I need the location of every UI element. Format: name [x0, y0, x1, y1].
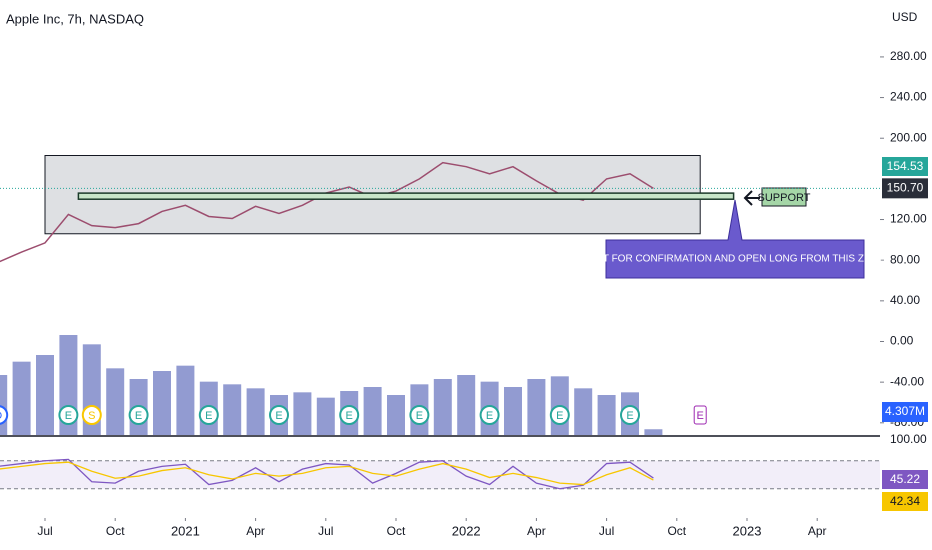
volume-bar — [0, 375, 8, 435]
x-tick-label: Oct — [106, 524, 125, 538]
volume-bar — [644, 429, 663, 435]
support-label: SUPPORT — [758, 192, 811, 204]
x-tick-label: Apr — [246, 524, 265, 538]
arrow — [743, 190, 760, 206]
y-tick-label: -40.00 — [890, 374, 924, 388]
support-label-box — [761, 187, 807, 207]
event-label: E — [556, 410, 563, 422]
volume-bar — [153, 371, 171, 435]
event-marker — [479, 405, 500, 425]
volume-bar — [223, 384, 242, 435]
x-tick-label: 2022 — [452, 523, 481, 538]
event-label: S — [88, 410, 95, 422]
volume-bar — [387, 395, 405, 435]
y-tick-label: 280.00 — [890, 49, 927, 63]
y-tick-label: 120.00 — [890, 212, 927, 226]
event-marker — [339, 405, 360, 425]
event-label: E — [416, 410, 423, 422]
event-marker — [549, 405, 570, 425]
volume-bar — [176, 365, 195, 435]
rsi-ma-tag-label: 42.34 — [890, 494, 920, 508]
event-label: E — [275, 410, 282, 422]
event-marker — [81, 405, 102, 425]
last-close-box — [882, 178, 928, 199]
event-marker — [409, 405, 430, 425]
y-tick-label: 240.00 — [890, 90, 927, 104]
chart-title: Apple Inc, 7h, NASDAQ — [6, 11, 144, 26]
volume-bar — [574, 388, 593, 435]
event-marker — [0, 405, 9, 425]
volume-bar — [106, 368, 125, 435]
event-marker — [198, 405, 219, 425]
y-tick-label: 0.00 — [890, 334, 914, 348]
volume-bar — [433, 379, 452, 435]
rsi-tick-label: 100.00 — [890, 432, 927, 446]
x-tick-label: 2021 — [171, 523, 200, 538]
x-tick-label: Jul — [599, 524, 614, 538]
callout-text: WAIT FOR CONFIRMATION AND OPEN LONG FROM… — [584, 254, 886, 265]
rsi-line — [0, 458, 654, 490]
volume-bar — [504, 387, 522, 435]
high-tag-label: 154.53 — [887, 159, 924, 173]
volume-bar — [246, 388, 265, 435]
rsi-tag-label: 45.22 — [890, 472, 920, 486]
volume-bar — [293, 392, 312, 435]
volume-bar — [597, 395, 616, 435]
callout: WAIT FOR CONFIRMATION AND OPEN LONG FROM… — [584, 199, 886, 279]
event-marker — [128, 405, 149, 425]
y-tick-label: 80.00 — [890, 252, 920, 266]
volume-bar — [12, 361, 31, 435]
event-label: E — [486, 410, 493, 422]
event-marker — [693, 405, 707, 425]
x-tick-label: Jul — [318, 524, 333, 538]
event-label: D — [0, 410, 2, 422]
volume-bar — [36, 355, 54, 435]
volume-bar — [363, 387, 382, 435]
event-marker — [620, 405, 640, 425]
volume-tag-box — [882, 402, 928, 422]
x-tick-label: Jul — [37, 524, 52, 538]
volume-bar — [457, 375, 476, 435]
x-tick-label: Apr — [527, 524, 546, 538]
event-marker — [269, 405, 289, 425]
event-label: E — [626, 410, 633, 422]
event-label: E — [205, 410, 212, 422]
volume-bar — [316, 397, 335, 435]
support-band — [77, 192, 735, 200]
event-label: E — [697, 410, 704, 422]
y-tick-label: 40.00 — [890, 293, 920, 307]
rsi-ma-tag-box — [882, 492, 928, 511]
event-label: E — [135, 410, 142, 422]
callout-box — [605, 199, 865, 279]
x-tick-label: Apr — [808, 524, 827, 538]
currency: USD — [892, 10, 918, 24]
event-label: E — [346, 410, 353, 422]
high-tag-box — [882, 157, 928, 176]
volume-tag-label: 4.307M — [885, 404, 925, 418]
last-close-label: 150.70 — [887, 181, 924, 195]
event-marker — [58, 405, 79, 425]
x-tick-label: Oct — [667, 524, 686, 538]
rsi-tag-box — [882, 470, 928, 489]
rsi-ma-line — [0, 461, 654, 486]
event-label: E — [65, 410, 72, 422]
y-tick-label: 200.00 — [890, 130, 927, 144]
x-tick-label: 2023 — [733, 523, 762, 538]
x-tick-label: Oct — [387, 524, 406, 538]
volume-bar — [527, 379, 546, 435]
